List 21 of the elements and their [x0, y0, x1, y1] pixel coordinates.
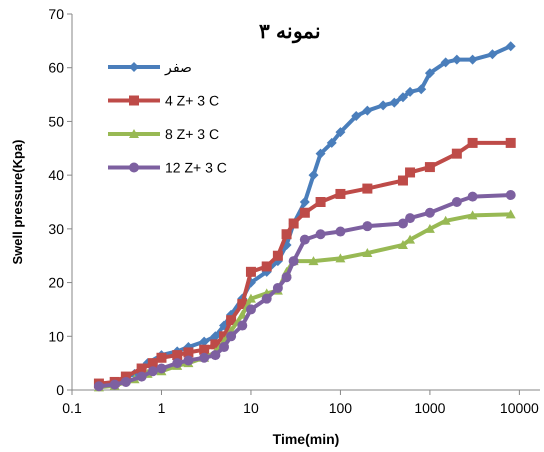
chart-title: نمونه ۳ — [259, 21, 321, 44]
x-tick-label: 1 — [158, 400, 166, 416]
x-tick-label: 10 — [243, 400, 259, 416]
y-tick-label: 40 — [48, 167, 64, 184]
x-tick-label: 0.1 — [62, 400, 82, 416]
legend-label: 12 Z+ 3 C — [165, 160, 227, 176]
y-tick-label: 20 — [48, 274, 64, 291]
legend-label: 8 Z+ 3 C — [165, 126, 220, 142]
y-tick-label: 30 — [48, 220, 64, 237]
x-tick-label: 10000 — [500, 400, 540, 416]
x-axis-title: Time(min) — [272, 431, 340, 447]
x-tick-label: 1000 — [414, 400, 446, 416]
legend-label: 4 Z+ 3 C — [165, 92, 220, 108]
y-tick-label: 50 — [48, 113, 64, 130]
y-tick-label: 10 — [48, 328, 64, 344]
y-tick-label: 60 — [48, 60, 64, 76]
y-axis-title: Swell pressure(Kpa) — [10, 140, 25, 264]
y-tick-label: 70 — [48, 6, 64, 22]
y-tick-label: 0 — [56, 382, 64, 398]
x-tick-label: 100 — [328, 400, 352, 416]
legend-label: صفر — [164, 59, 192, 76]
